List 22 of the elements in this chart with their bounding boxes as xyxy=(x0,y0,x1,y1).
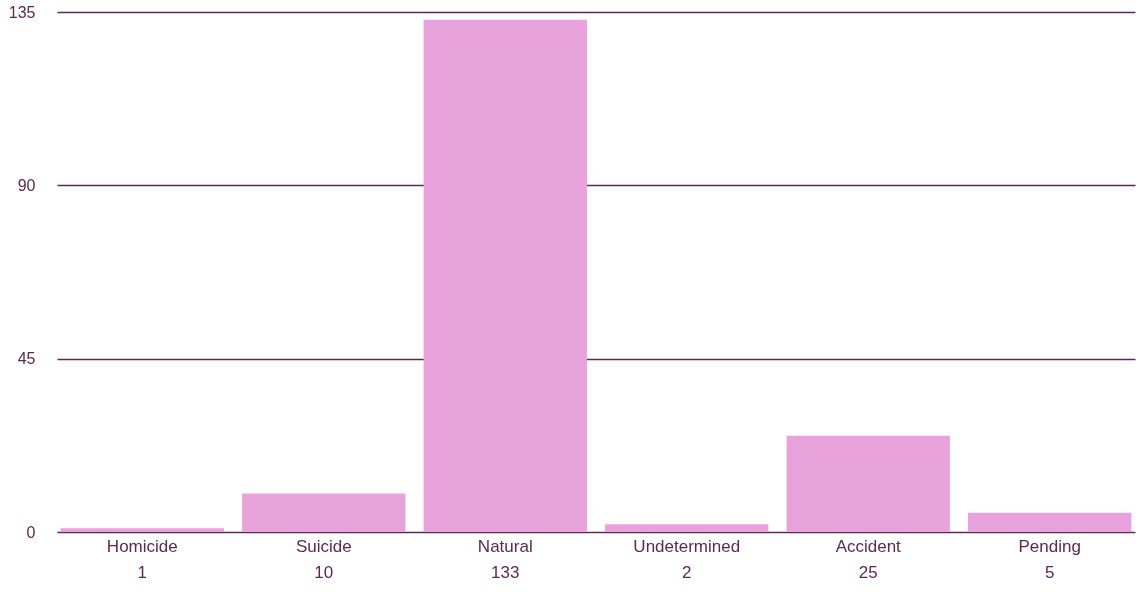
data-label: 133 xyxy=(491,563,520,582)
bar xyxy=(605,524,769,532)
y-tick-label: 90 xyxy=(17,176,36,194)
x-tick-label: Suicide xyxy=(295,536,352,556)
x-tick-label: Pending xyxy=(1018,536,1081,556)
x-tick-label: Undetermined xyxy=(633,536,741,556)
x-tick-label: Accident xyxy=(835,536,902,556)
data-label: 2 xyxy=(682,563,692,582)
bar xyxy=(968,512,1132,532)
data-label: 10 xyxy=(314,563,334,582)
bar xyxy=(786,435,950,532)
bar xyxy=(60,528,224,532)
data-label: 5 xyxy=(1044,563,1055,582)
y-tick-label: 135 xyxy=(8,3,36,21)
data-label: 25 xyxy=(858,563,878,582)
x-tick-label: Homicide xyxy=(106,536,178,556)
bar xyxy=(242,493,406,532)
y-tick-label: 0 xyxy=(26,523,36,541)
data-label: 1 xyxy=(137,563,148,582)
x-tick-label: Natural xyxy=(477,536,533,556)
bar xyxy=(423,19,587,532)
y-tick-label: 45 xyxy=(17,350,36,368)
